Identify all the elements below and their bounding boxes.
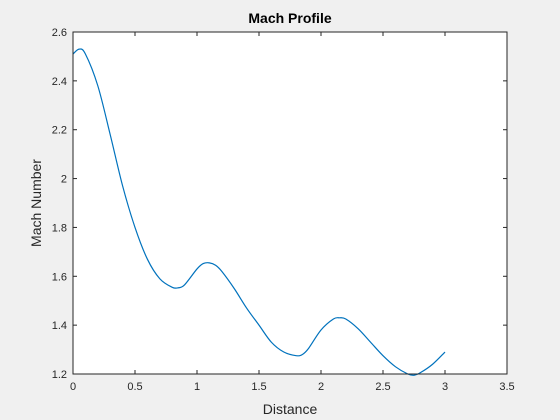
x-tick-label: 0 xyxy=(70,381,76,393)
y-tick-label: 1.8 xyxy=(52,222,67,234)
y-axis-label: Mach Number xyxy=(28,159,44,247)
series-line xyxy=(72,48,446,376)
chart-title: Mach Profile xyxy=(248,10,331,26)
x-tick-label: 3 xyxy=(442,381,448,393)
x-tick-label: 1.5 xyxy=(251,381,266,393)
x-tick-label: 2.5 xyxy=(375,381,390,393)
y-tick-label: 2.4 xyxy=(52,76,67,88)
y-tick-label: 2.2 xyxy=(52,125,67,137)
y-tick-label: 1.4 xyxy=(52,320,67,332)
y-tick-label: 2.6 xyxy=(52,27,67,39)
x-tick-label: 2 xyxy=(318,381,324,393)
x-tick-label: 0.5 xyxy=(127,381,142,393)
y-tick-label: 2 xyxy=(61,174,67,186)
x-tick-label: 1 xyxy=(194,381,200,393)
y-tick-label: 1.6 xyxy=(52,271,67,283)
axes-box xyxy=(72,31,508,375)
x-tick-label: 3.5 xyxy=(499,381,514,393)
y-tick-label: 1.2 xyxy=(52,369,67,381)
plot-area xyxy=(73,32,507,374)
x-axis-label: Distance xyxy=(263,401,318,417)
